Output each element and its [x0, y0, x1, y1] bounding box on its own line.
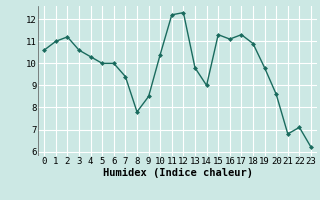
X-axis label: Humidex (Indice chaleur): Humidex (Indice chaleur)	[103, 168, 252, 178]
